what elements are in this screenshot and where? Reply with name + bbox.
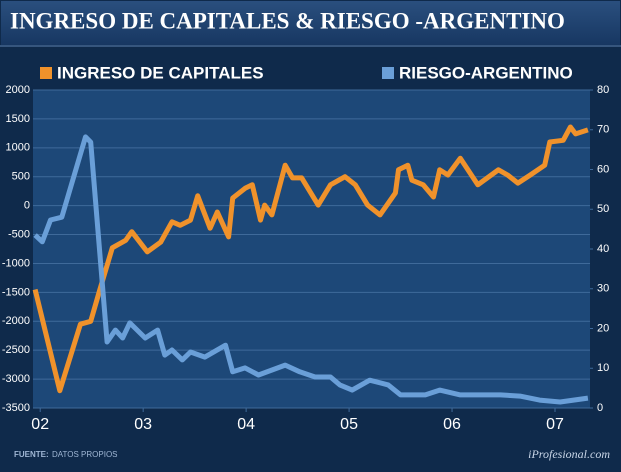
legend-label: RIESGO-ARGENTINO (399, 63, 573, 82)
x-tick-label: 05 (340, 416, 358, 433)
y2-tick-label: 30 (597, 283, 609, 295)
legend-swatch (382, 67, 394, 79)
y2-tick-label: 80 (597, 84, 609, 96)
y-tick-label: -3000 (2, 373, 30, 385)
y-tick-label: -3500 (2, 402, 30, 414)
x-tick-label: 03 (134, 416, 152, 433)
y-tick-label: -1000 (2, 257, 30, 269)
y2-tick-label: 20 (597, 322, 609, 334)
series-line (33, 134, 589, 405)
y2-tick-label: 0 (597, 402, 603, 414)
y-tick-label: -500 (8, 228, 30, 240)
y-tick-label: -2500 (2, 344, 30, 356)
y-tick-label: 2000 (6, 84, 30, 96)
source-label: FUENTE: (14, 450, 49, 459)
legend-label: INGRESO DE CAPITALES (57, 63, 264, 82)
source-text: DATOS PROPIOS (52, 450, 118, 459)
x-tick-label: 06 (443, 416, 461, 433)
y2-tick-label: 70 (597, 124, 609, 136)
y-tick-label: 500 (12, 171, 30, 183)
brand: iProfesional.com (528, 447, 610, 461)
chart-title: INGRESO DE CAPITALES & RIESGO -ARGENTINO (10, 8, 565, 33)
plot-area (33, 90, 590, 408)
title-band (1, 1, 620, 45)
x-tick-label: 04 (237, 416, 255, 433)
y-tick-label: -1500 (2, 286, 30, 298)
y2-tick-label: 10 (597, 362, 609, 374)
y2-tick-label: 60 (597, 163, 609, 175)
x-tick-label: 02 (31, 416, 49, 433)
y-tick-label: 1000 (6, 142, 30, 154)
y-tick-label: 0 (24, 200, 30, 212)
y-tick-label: 1500 (6, 113, 30, 125)
series-line (32, 124, 589, 394)
x-tick-label: 07 (546, 416, 564, 433)
y2-tick-label: 40 (597, 243, 609, 255)
y2-tick-label: 50 (597, 203, 609, 215)
legend-swatch (40, 67, 52, 79)
y-tick-label: -2000 (2, 315, 30, 327)
